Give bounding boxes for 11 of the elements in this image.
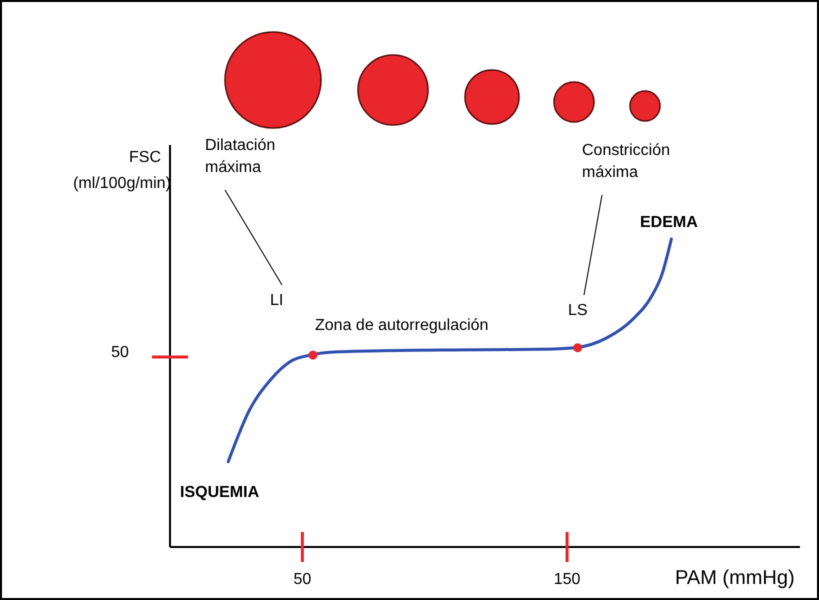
annotation: LI — [270, 292, 284, 309]
text: EDEMA — [640, 214, 698, 231]
annotation: Zona de autorregulación — [315, 317, 488, 334]
text: Dilatación máxima — [205, 137, 276, 176]
text: 50 — [111, 344, 129, 361]
y-axis-title: FSC (ml/100g/min) — [73, 149, 171, 192]
annotation: ISQUEMIA — [180, 484, 260, 501]
x-axis-title: PAM (mmHg) — [675, 567, 795, 589]
text: Constricción máxima — [582, 142, 670, 181]
annotation: LS — [568, 302, 588, 319]
x-tick-label: 150 — [554, 571, 581, 588]
